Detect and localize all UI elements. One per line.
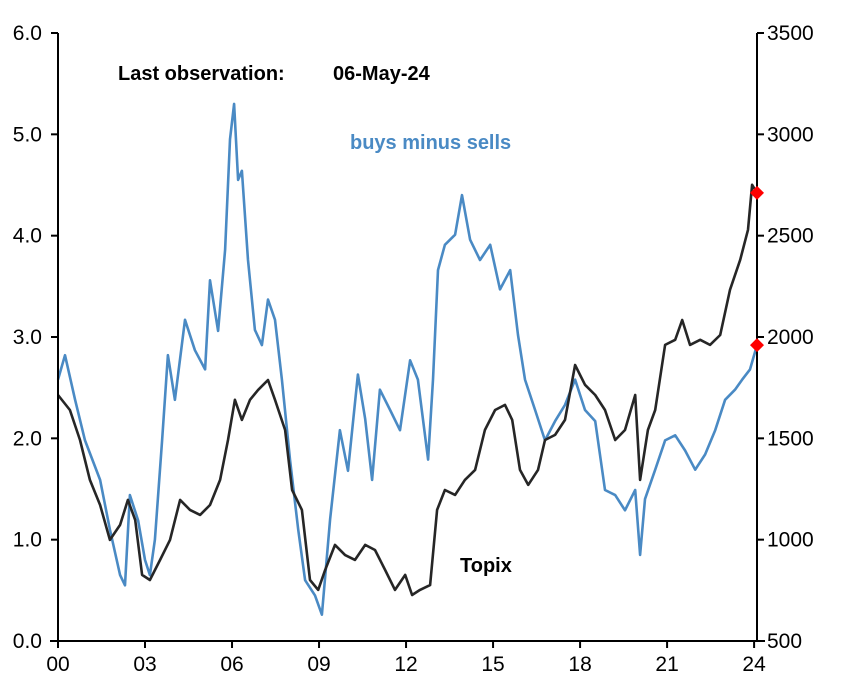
left-tick-label: 1.0 bbox=[13, 529, 42, 552]
right-tick-label: 3000 bbox=[767, 123, 814, 146]
axes: 0.01.02.03.04.05.06.05001000150020002500… bbox=[13, 22, 814, 676]
last-observation-date: 06-May-24 bbox=[333, 63, 431, 85]
x-tick-label: 18 bbox=[568, 653, 591, 676]
right-tick-label: 2000 bbox=[767, 326, 814, 349]
last-value-diamond-marker bbox=[750, 185, 764, 200]
left-tick-label: 2.0 bbox=[13, 427, 42, 450]
right-tick-label: 500 bbox=[767, 630, 802, 653]
last-value-diamond-marker bbox=[750, 338, 764, 353]
last-markers bbox=[750, 185, 764, 353]
x-tick-label: 24 bbox=[742, 653, 766, 676]
x-tick-label: 00 bbox=[46, 653, 69, 676]
left-tick-label: 5.0 bbox=[13, 123, 42, 146]
x-tick-label: 15 bbox=[481, 653, 504, 676]
last-observation-label: Last observation: bbox=[118, 63, 285, 85]
right-tick-label: 1500 bbox=[767, 427, 814, 450]
right-tick-label: 1000 bbox=[767, 529, 814, 552]
x-tick-label: 06 bbox=[220, 653, 243, 676]
series-line-topix bbox=[56, 183, 759, 597]
left-tick-label: 3.0 bbox=[13, 326, 42, 349]
right-tick-label: 2500 bbox=[767, 225, 814, 248]
left-tick-label: 0.0 bbox=[13, 630, 42, 653]
series-line-buys-minus-sells bbox=[56, 102, 759, 616]
series-label-topix: Topix bbox=[460, 555, 512, 577]
series-layer bbox=[56, 102, 759, 616]
series-label-buys-minus-sells: buys minus sells bbox=[350, 132, 511, 154]
x-tick-label: 09 bbox=[307, 653, 330, 676]
left-tick-label: 6.0 bbox=[13, 22, 42, 45]
x-tick-label: 21 bbox=[655, 653, 678, 676]
x-tick-label: 12 bbox=[394, 653, 417, 676]
right-tick-label: 3500 bbox=[767, 22, 814, 45]
x-tick-label: 03 bbox=[133, 653, 156, 676]
left-tick-label: 4.0 bbox=[13, 225, 42, 248]
